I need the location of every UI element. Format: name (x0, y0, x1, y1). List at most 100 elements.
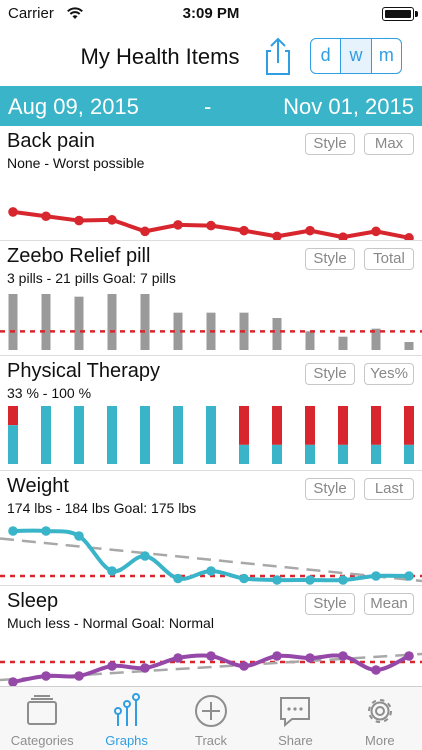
data-point (404, 571, 414, 581)
pill-bar (305, 331, 315, 350)
data-point (8, 677, 18, 686)
data-point (272, 575, 282, 585)
panel-physical-therapy[interactable]: Physical Therapy 33 % - 100 % Style Yes% (0, 356, 422, 471)
gear-icon (367, 699, 392, 723)
data-point (371, 571, 381, 581)
data-point (41, 526, 51, 536)
style-button[interactable]: Style (305, 248, 355, 270)
data-point (371, 226, 381, 237)
wifi-icon (67, 7, 83, 19)
yes-bar-segment (140, 406, 150, 464)
data-point (140, 226, 150, 237)
tab-graphs[interactable]: Graphs (84, 687, 168, 750)
yes-bar-segment (404, 444, 414, 464)
segment-day[interactable]: d (320, 45, 331, 65)
sleep-chart (0, 651, 422, 686)
pill-bar (272, 318, 282, 350)
yes-percent-button[interactable]: Yes% (364, 363, 414, 385)
segment-month[interactable]: m (370, 39, 401, 73)
item-range: 174 lbs - 184 lbs Goal: 175 lbs (7, 500, 197, 516)
status-bar: Carrier 3:09 PM (0, 0, 422, 28)
style-button[interactable]: Style (305, 133, 355, 155)
zeebo-relief-chart (0, 294, 422, 350)
data-point (305, 225, 315, 236)
item-name: Physical Therapy (7, 360, 161, 382)
start-date[interactable]: Aug 09, 2015 (8, 94, 139, 119)
data-point (173, 653, 183, 663)
data-point (107, 661, 117, 671)
data-point (41, 211, 51, 222)
no-bar-segment (371, 406, 381, 445)
yes-bar-segment (206, 406, 216, 464)
no-bar-segment (404, 406, 414, 445)
panel-sleep[interactable]: Sleep Much less - Normal Goal: Normal St… (0, 586, 422, 686)
no-bar-segment (8, 406, 18, 426)
data-point (371, 665, 381, 675)
data-point (8, 526, 18, 536)
yes-bar-segment (239, 444, 249, 464)
tab-track[interactable]: Track (169, 687, 253, 750)
data-point (239, 573, 249, 584)
trend-line (0, 537, 422, 583)
tab-label: Track (195, 733, 228, 748)
data-point (206, 566, 216, 576)
share-icon[interactable] (260, 36, 296, 76)
battery-icon (382, 7, 418, 21)
style-button[interactable]: Style (305, 478, 355, 500)
max-button[interactable]: Max (364, 133, 414, 155)
item-name: Zeebo Relief pill (7, 245, 151, 267)
panel-back-pain[interactable]: Back pain None - Worst possible Style Ma… (0, 126, 422, 241)
track-icon (195, 695, 228, 727)
data-point (74, 215, 84, 226)
data-point (338, 651, 348, 661)
graphs-icon (113, 693, 140, 726)
item-range: None - Worst possible (7, 155, 145, 171)
style-button[interactable]: Style (305, 363, 355, 385)
last-button[interactable]: Last (364, 478, 414, 500)
tab-label: Categories (10, 733, 74, 748)
yes-bar-segment (74, 406, 84, 464)
data-point (338, 232, 348, 240)
data-point (404, 233, 414, 240)
tab-bar: Categories Graphs Track Share (0, 686, 422, 750)
data-point (206, 651, 216, 661)
pill-bar (371, 328, 381, 350)
data-point (140, 551, 150, 561)
categories-icon (27, 695, 58, 725)
data-point (173, 220, 183, 230)
pill-bar (8, 294, 18, 350)
data-point (305, 575, 315, 585)
data-point (173, 573, 183, 584)
panel-weight[interactable]: Weight 174 lbs - 184 lbs Goal: 175 lbs S… (0, 471, 422, 586)
tab-label: Share (278, 733, 313, 748)
data-point (272, 231, 282, 240)
share-message-icon (280, 697, 311, 728)
total-button[interactable]: Total (364, 248, 414, 270)
panel-zeebo-relief-pill[interactable]: Zeebo Relief pill 3 pills - 21 pills Goa… (0, 241, 422, 356)
clock: 3:09 PM (182, 5, 240, 22)
style-button[interactable]: Style (305, 593, 355, 615)
data-point (107, 566, 117, 576)
item-name: Weight (7, 475, 69, 497)
weight-chart (0, 526, 422, 585)
tab-share[interactable]: Share (253, 687, 337, 750)
item-name: Sleep (7, 590, 59, 612)
end-date[interactable]: Nov 01, 2015 (283, 94, 414, 119)
no-bar-segment (239, 406, 249, 445)
segment-week[interactable]: w (340, 39, 371, 73)
tab-more[interactable]: More (338, 687, 422, 750)
data-point (272, 651, 282, 661)
yes-bar-segment (107, 406, 117, 464)
yes-bar-segment (272, 444, 282, 464)
tab-label: More (365, 733, 395, 748)
data-point (74, 671, 84, 681)
item-range: 3 pills - 21 pills Goal: 7 pills (7, 270, 176, 286)
data-point (404, 651, 414, 661)
pill-bar (404, 342, 414, 350)
data-point (206, 220, 216, 231)
mean-button[interactable]: Mean (364, 593, 414, 615)
pill-bar (41, 294, 51, 350)
date-separator: - (204, 94, 212, 119)
tab-categories[interactable]: Categories (0, 687, 84, 750)
period-segmented-control: d w m (310, 38, 402, 74)
